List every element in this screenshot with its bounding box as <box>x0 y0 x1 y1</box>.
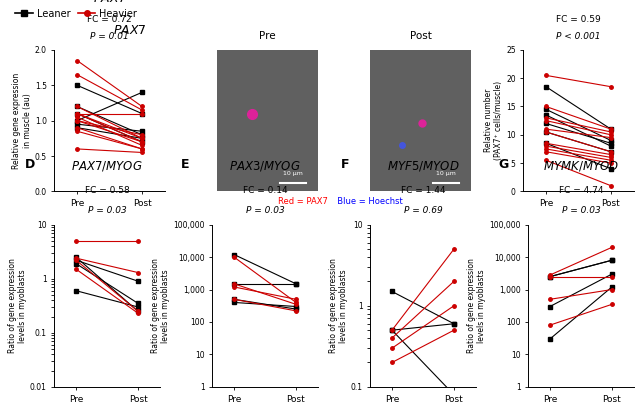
Y-axis label: Ratio of gene expression
levels in myoblasts: Ratio of gene expression levels in myobl… <box>467 258 486 353</box>
Text: $\mathbf{\it{MYF5/MYOD}}$: $\mathbf{\it{MYF5/MYOD}}$ <box>387 159 460 173</box>
Text: P = 0.03: P = 0.03 <box>88 206 127 215</box>
Text: G: G <box>499 158 509 171</box>
Text: P < 0.001: P < 0.001 <box>556 32 601 42</box>
Text: Post: Post <box>410 32 431 42</box>
Text: Red = PAX7: Red = PAX7 <box>278 197 328 206</box>
Text: $\mathbf{\it{PAX3/MYOG}}$: $\mathbf{\it{PAX3/MYOG}}$ <box>229 159 301 173</box>
Text: $\mathbf{\it{PAX7/MYOG}}$: $\mathbf{\it{PAX7/MYOG}}$ <box>71 159 143 173</box>
Text: E: E <box>180 158 189 171</box>
Text: FC = 4.74: FC = 4.74 <box>559 186 603 196</box>
Text: B: B <box>205 0 215 3</box>
Legend: Leaner, Heavier: Leaner, Heavier <box>12 5 141 22</box>
Text: $\mathbf{\it{PAX7}}$: $\mathbf{\it{PAX7}}$ <box>113 25 147 37</box>
Y-axis label: Ratio of gene expression
levels in myoblasts: Ratio of gene expression levels in myobl… <box>151 258 170 353</box>
Text: C: C <box>490 0 499 3</box>
Text: FC = 0.72: FC = 0.72 <box>87 15 132 25</box>
Text: FC = 0.59: FC = 0.59 <box>556 15 601 25</box>
Text: FC = 0.58: FC = 0.58 <box>84 186 129 196</box>
Text: P = 0.03: P = 0.03 <box>561 206 600 215</box>
Y-axis label: Relative gene expression
in muscle (au): Relative gene expression in muscle (au) <box>12 72 32 169</box>
Text: Pre: Pre <box>259 32 276 42</box>
Text: PAX7$^{\mathbf{+}}$ cells: PAX7$^{\mathbf{+}}$ cells <box>537 0 620 5</box>
Text: 10 μm: 10 μm <box>283 171 303 176</box>
Y-axis label: Ratio of gene expression
levels in myoblasts: Ratio of gene expression levels in myobl… <box>8 258 27 353</box>
Text: Blue = Hoechst: Blue = Hoechst <box>333 197 403 206</box>
Y-axis label: Ratio of gene expression
levels in myoblasts: Ratio of gene expression levels in myobl… <box>328 258 348 353</box>
Text: P = 0.01: P = 0.01 <box>90 32 129 42</box>
Text: 10 μm: 10 μm <box>436 171 456 176</box>
Text: $\mathbf{\it{PAX7}}$: $\mathbf{\it{PAX7}}$ <box>93 0 126 5</box>
Y-axis label: Relative number
(PAX7⁺ cells/muscle): Relative number (PAX7⁺ cells/muscle) <box>484 81 503 160</box>
Text: A: A <box>24 0 33 3</box>
Text: FC = 0.14: FC = 0.14 <box>243 186 287 196</box>
Text: P = 0.03: P = 0.03 <box>246 206 284 215</box>
Text: $\mathbf{\it{MYMK/MYOD}}$: $\mathbf{\it{MYMK/MYOD}}$ <box>543 159 619 173</box>
Text: D: D <box>25 158 35 171</box>
Text: P = 0.69: P = 0.69 <box>404 206 442 215</box>
Text: FC = 1.44: FC = 1.44 <box>401 186 445 196</box>
Text: F: F <box>341 158 349 171</box>
